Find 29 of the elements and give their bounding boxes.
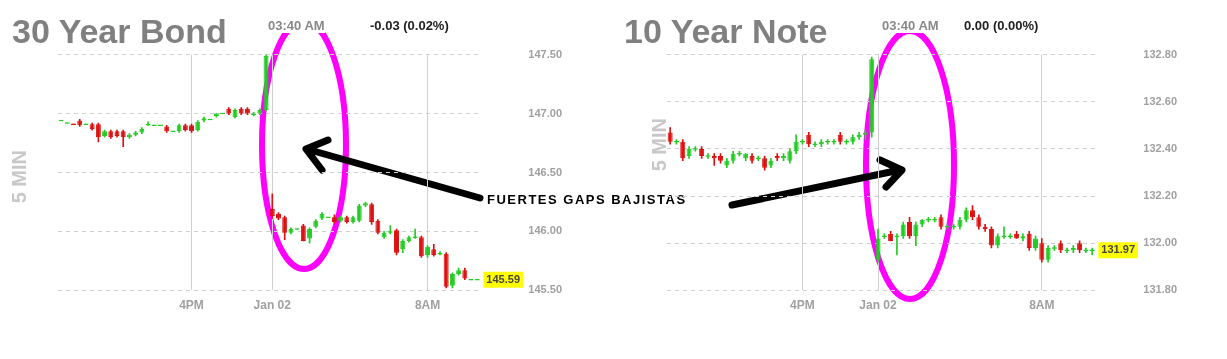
- y-tick-label: 132.40: [1143, 141, 1178, 154]
- x-tick-label: 8AM: [1029, 297, 1055, 312]
- text: 131.97: [1101, 243, 1136, 256]
- text: -0.03 (0.02%): [370, 18, 449, 33]
- x-tick-label: Jan 02: [859, 297, 898, 312]
- y-tick-label: 132.60: [1143, 94, 1178, 107]
- y-tick-label: 146.50: [528, 165, 563, 178]
- y-tick-label: 145.50: [528, 283, 563, 296]
- x-tick-label: 4PM: [790, 297, 815, 312]
- y-tick-label: 147.00: [528, 106, 563, 119]
- x-tick-label: 4PM: [179, 297, 204, 312]
- candlestick: [269, 193, 275, 219]
- text: 03:40 AM: [882, 18, 939, 33]
- x-tick-label: 8AM: [414, 297, 441, 312]
- y-tick-label: 132.80: [1143, 47, 1178, 60]
- text: 03:40 AM: [268, 18, 325, 33]
- chart-title: 30 Year Bond: [12, 12, 227, 51]
- chart-title: 10 Year Note: [624, 12, 828, 51]
- text: 145.59: [486, 272, 521, 285]
- y-tick-label: 147.50: [528, 47, 563, 60]
- y-tick-label: 132.20: [1143, 189, 1178, 202]
- y-tick-label: 131.80: [1143, 283, 1178, 296]
- annotation: FUERTES GAPS BAJISTAS: [487, 192, 687, 207]
- candlestick: [394, 228, 399, 256]
- x-tick-label: Jan 02: [253, 297, 292, 312]
- y-tick-label: 146.00: [528, 224, 563, 237]
- text: 0.00 (0.00%): [964, 18, 1039, 33]
- candlestick: [189, 123, 195, 133]
- y-tick-label: 132.00: [1143, 236, 1178, 249]
